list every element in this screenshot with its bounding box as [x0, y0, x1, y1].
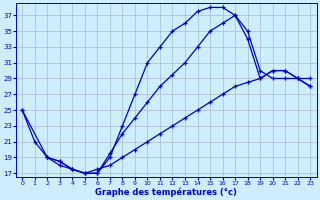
X-axis label: Graphe des températures (°c): Graphe des températures (°c) — [95, 187, 237, 197]
